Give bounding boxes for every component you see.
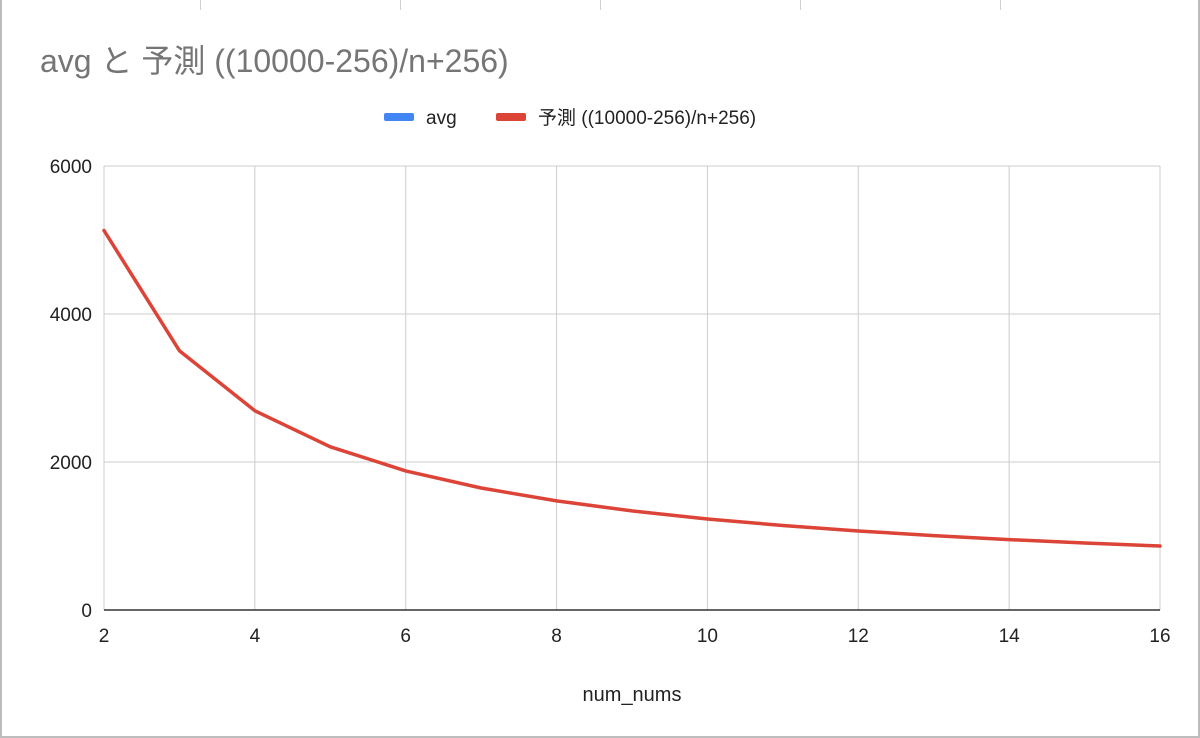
x-axis-tick-labels: 2 4 6 8 10 12 14 16 [99,626,1171,647]
y-tick-label: 2000 [50,453,92,474]
x-axis-label: num_nums [583,684,682,706]
legend-label-prediction: 予測 ((10000-256)/n+256) [538,107,756,129]
y-tick-label: 6000 [50,157,92,178]
legend-swatch-prediction [496,113,526,121]
series-lines [102,228,1162,548]
legend: avg 予測 ((10000-256)/n+256) [384,107,756,129]
x-tick-label: 4 [250,626,261,647]
x-tick-label: 10 [697,626,718,647]
chart-title: avg と 予測 ((10000-256)/n+256) [40,43,509,79]
x-tick-label: 8 [551,626,562,647]
x-tick-label: 12 [848,626,869,647]
x-tick-label: 6 [400,626,411,647]
x-tick-label: 16 [1149,626,1170,647]
spreadsheet-column-dividers [0,0,1200,10]
y-tick-label: 4000 [50,305,92,326]
legend-swatch-avg [384,113,414,121]
series-line-1 [102,228,1162,548]
x-tick-label: 14 [999,626,1021,647]
gridlines [103,165,1161,610]
y-tick-label: 0 [81,601,92,622]
y-axis-tick-labels: 0 2000 4000 6000 [50,157,92,622]
x-tick-label: 2 [99,626,110,647]
legend-label-avg: avg [426,108,457,129]
